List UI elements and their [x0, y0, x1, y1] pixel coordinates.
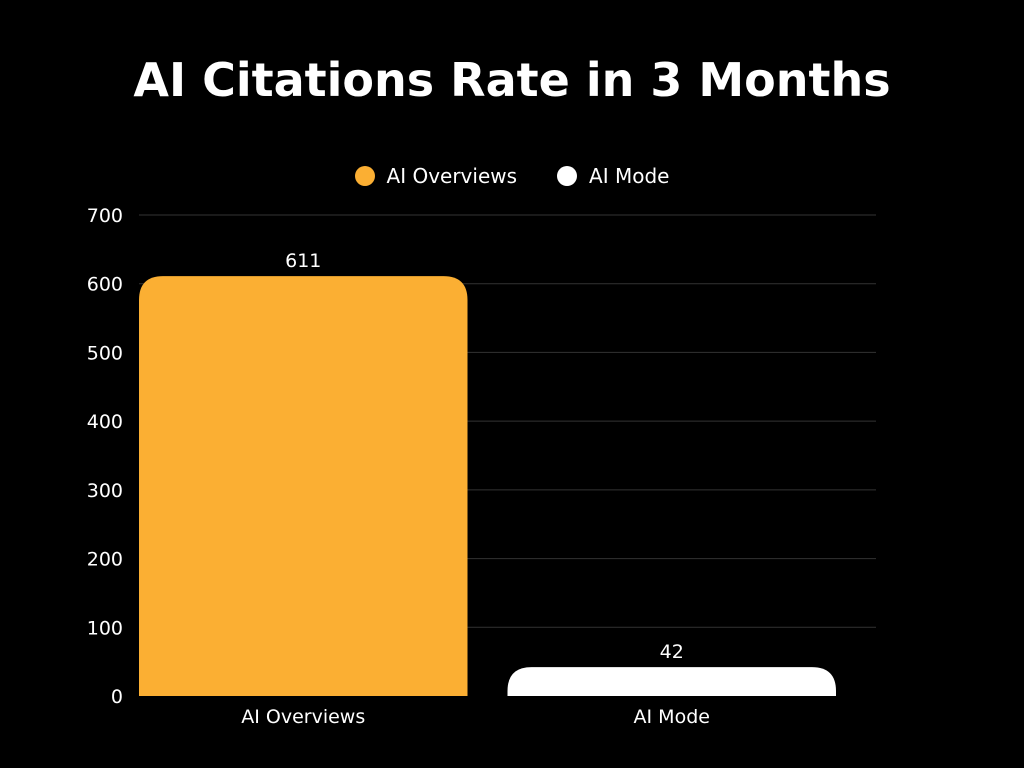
chart-legend: AI Overviews AI Mode: [0, 162, 1024, 190]
bar-ai-overviews: [139, 276, 468, 696]
legend-label-ai-overviews: AI Overviews: [386, 164, 518, 188]
y-tick-label: 500: [87, 342, 123, 364]
x-tick-label: AI Overviews: [241, 706, 365, 728]
y-tick-label: 100: [87, 617, 123, 639]
y-tick-label: 0: [111, 686, 123, 708]
y-tick-label: 300: [87, 480, 123, 502]
data-label: 42: [660, 641, 684, 663]
y-tick-label: 600: [87, 274, 123, 296]
y-tick-label: 200: [87, 549, 123, 571]
legend-label-ai-mode: AI Mode: [589, 164, 670, 188]
legend-swatch-ai-mode: [557, 166, 578, 186]
y-tick-label: 400: [87, 411, 123, 433]
legend-item-ai-overviews: AI Overviews: [354, 162, 518, 190]
y-tick-label: 700: [87, 205, 123, 227]
bar-ai-mode: [507, 667, 836, 696]
chart-title: AI Citations Rate in 3 Months: [133, 53, 891, 107]
x-tick-label: AI Mode: [634, 706, 710, 728]
legend-swatch-ai-overviews: [354, 166, 375, 186]
legend-item-ai-mode: AI Mode: [557, 162, 669, 190]
data-label: 611: [285, 250, 321, 272]
